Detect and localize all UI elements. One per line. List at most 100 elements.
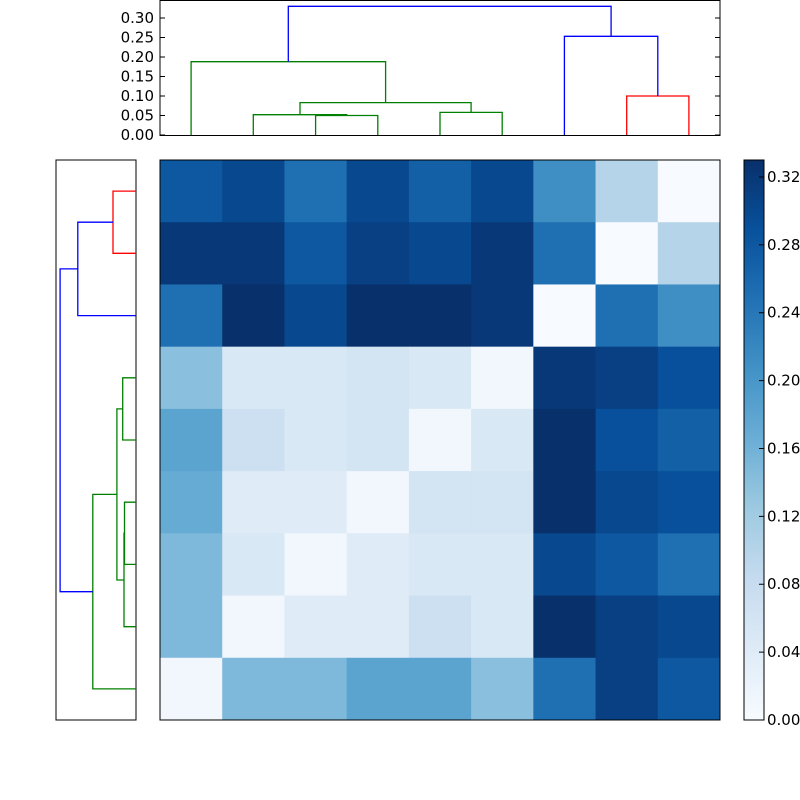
- top-dendrogram-yaxis: 0.000.05 0.100.15 0.200.25 0.30: [121, 9, 720, 144]
- heatmap-cell: [284, 471, 348, 534]
- colorbar-tick-label: 0.08: [767, 575, 800, 593]
- heatmap-cell: [346, 408, 410, 472]
- heatmap-cell: [595, 284, 659, 348]
- heatmap-cell: [408, 346, 472, 410]
- heatmap-cell: [595, 533, 659, 597]
- heatmap-cell: [471, 408, 534, 472]
- heatmap-cell: [284, 160, 348, 223]
- heatmap-cell: [657, 222, 721, 285]
- heatmap-cell: [657, 284, 721, 348]
- top-dendrogram-link: [287, 5, 612, 62]
- heatmap-cell: [346, 657, 410, 721]
- heatmap-cell: [346, 471, 410, 534]
- colorbar-tick-label: 0.04: [767, 643, 800, 661]
- heatmap-cell: [533, 533, 597, 597]
- heatmap-cell: [657, 595, 721, 659]
- ytick-label: 0.20: [121, 48, 154, 66]
- heatmap-cell: [284, 222, 348, 285]
- heatmap-cell: [471, 595, 534, 659]
- heatmap-cell: [533, 346, 597, 410]
- ytick-label: 0.15: [121, 68, 154, 86]
- heatmap-cell: [657, 346, 721, 410]
- heatmap-cell: [222, 346, 285, 410]
- heatmap-cell: [408, 471, 472, 534]
- heatmap-cell: [222, 284, 285, 348]
- heatmap-cell: [160, 408, 223, 472]
- heatmap-cell: [533, 408, 597, 472]
- left-dendrogram-links: [59, 190, 136, 690]
- heatmap-cell: [595, 408, 659, 472]
- heatmap-cell: [346, 595, 410, 659]
- heatmap-cell: [471, 160, 534, 223]
- ytick-label: 0.00: [121, 126, 154, 144]
- heatmap-frame: [159, 159, 721, 721]
- ytick-label: 0.10: [121, 87, 154, 105]
- heatmap-cell: [346, 533, 410, 597]
- heatmap-cell: [284, 657, 348, 721]
- heatmap-cell: [408, 408, 472, 472]
- heatmap-cell: [595, 160, 659, 223]
- heatmap-cell: [657, 408, 721, 472]
- heatmap-cell: [408, 595, 472, 659]
- heatmap-cell: [222, 471, 285, 534]
- heatmap-cell: [160, 533, 223, 597]
- colorbar-tick-label: 0.32: [767, 168, 800, 186]
- heatmap-cell: [657, 160, 721, 223]
- heatmap-cell: [471, 222, 534, 285]
- heatmap-cell: [471, 533, 534, 597]
- heatmap-cell: [222, 160, 285, 223]
- heatmap-cell: [657, 471, 721, 534]
- heatmap-cell: [408, 160, 472, 223]
- colorbar-gradient: [743, 159, 765, 721]
- heatmap-cell: [533, 284, 597, 348]
- top-dendrogram: 0.000.05 0.100.15 0.200.25 0.30: [121, 0, 721, 144]
- ytick-label: 0.30: [121, 9, 154, 27]
- heatmap-cell: [533, 471, 597, 534]
- heatmap-cell: [408, 284, 472, 348]
- heatmap-cell: [657, 657, 721, 721]
- heatmap-cell: [471, 284, 534, 348]
- heatmap-cell: [160, 222, 223, 285]
- colorbar: 0.00 0.04 0.08 0.12 0.16 0.20 0.24 0.28 0.32: [743, 159, 800, 729]
- heatmap-cell: [160, 657, 223, 721]
- heatmap-cell: [284, 408, 348, 472]
- heatmap: [159, 159, 721, 721]
- colorbar-tick-label: 0.00: [767, 711, 800, 729]
- colorbar-tick-label: 0.28: [767, 236, 800, 254]
- heatmap-cell: [471, 346, 534, 410]
- heatmap-cell: [222, 222, 285, 285]
- heatmap-cell: [533, 657, 597, 721]
- heatmap-cell: [160, 471, 223, 534]
- left-dendrogram: [55, 159, 137, 721]
- heatmap-cell: [408, 222, 472, 285]
- heatmap-cell: [222, 595, 285, 659]
- colorbar-tick-label: 0.16: [767, 439, 800, 457]
- top-dendrogram-links: [190, 5, 690, 135]
- heatmap-cell: [222, 533, 285, 597]
- heatmap-cell: [284, 346, 348, 410]
- heatmap-cell: [595, 222, 659, 285]
- ytick-label: 0.05: [121, 107, 154, 125]
- heatmap-cell: [595, 657, 659, 721]
- heatmap-cell: [408, 533, 472, 597]
- ytick-label: 0.25: [121, 29, 154, 47]
- heatmap-cell: [657, 533, 721, 597]
- colorbar-ticks: 0.00 0.04 0.08 0.12 0.16 0.20 0.24 0.28 0.32: [759, 168, 800, 729]
- heatmap-cell: [160, 346, 223, 410]
- heatmap-cell: [595, 346, 659, 410]
- heatmap-cell: [346, 160, 410, 223]
- heatmap-cell: [346, 346, 410, 410]
- heatmap-cell: [408, 657, 472, 721]
- heatmap-cell: [533, 222, 597, 285]
- heatmap-cell: [471, 471, 534, 534]
- heatmap-cell: [160, 160, 223, 223]
- colorbar-tick-label: 0.20: [767, 372, 800, 390]
- heatmap-cell: [346, 284, 410, 348]
- heatmap-cell: [160, 595, 223, 659]
- heatmap-cell: [284, 595, 348, 659]
- heatmap-cell: [471, 657, 534, 721]
- heatmap-cell: [222, 657, 285, 721]
- heatmap-cell: [284, 284, 348, 348]
- colorbar-tick-label: 0.24: [767, 304, 800, 322]
